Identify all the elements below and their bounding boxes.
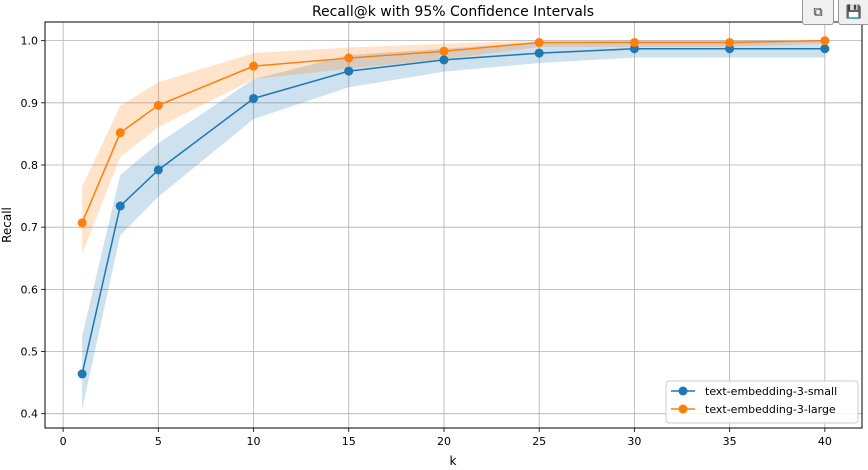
y-axis-label: Recall [0,207,14,243]
copy-icon: ⧉ [813,4,823,20]
plot-frame [44,21,863,429]
data-point [115,201,125,211]
data-point [725,38,735,48]
x-tick-label: 30 [627,435,641,448]
data-point [820,36,830,46]
y-tick-label: 0.7 [21,221,39,234]
data-point [820,44,830,54]
data-point [249,61,259,71]
x-tick-label: 0 [60,435,67,448]
series-line-text-embedding-3-large [81,39,825,224]
y-tick-label: 0.4 [21,408,39,421]
data-point [439,46,449,56]
data-point [534,48,544,58]
data-point [725,44,735,54]
legend-marker [678,404,688,414]
x-tick-label: 25 [532,435,546,448]
legend: text-embedding-3-small text-embedding-3-l… [665,380,859,424]
x-tick-label: 20 [437,435,451,448]
legend-box [665,380,859,424]
x-tick-label: 10 [247,435,261,448]
x-tick-label: 5 [155,435,162,448]
legend-label: text-embedding-3-small [705,385,837,398]
save-button[interactable]: 💾 [838,0,868,25]
y-tick-label: 1.0 [21,35,39,48]
y-tick-label: 0.6 [21,283,39,296]
data-point [115,128,125,138]
x-tick-label: 40 [818,435,832,448]
data-point [77,369,87,379]
y-tick-label: 0.9 [21,97,39,110]
save-icon: 💾 [845,4,863,20]
x-tick-label: 35 [723,435,737,448]
data-point [534,38,544,48]
y-tick-label: 0.8 [21,159,39,172]
data-point [249,93,259,103]
legend-label: text-embedding-3-large [705,403,836,416]
y-tick-label: 0.5 [21,346,39,359]
series-line-text-embedding-3-small [81,47,825,375]
legend-marker [678,386,688,396]
data-point [77,218,87,228]
x-axis-label: k [450,454,457,468]
copy-button[interactable]: ⧉ [802,0,834,25]
data-point [629,38,639,48]
data-point [344,66,354,76]
x-tick-label: 15 [342,435,356,448]
data-point [153,100,163,110]
data-point [439,55,449,65]
data-point [344,53,354,63]
chart-title: Recall@k with 95% Confidence Intervals [312,4,594,20]
data-point [629,44,639,54]
data-point [153,165,163,175]
